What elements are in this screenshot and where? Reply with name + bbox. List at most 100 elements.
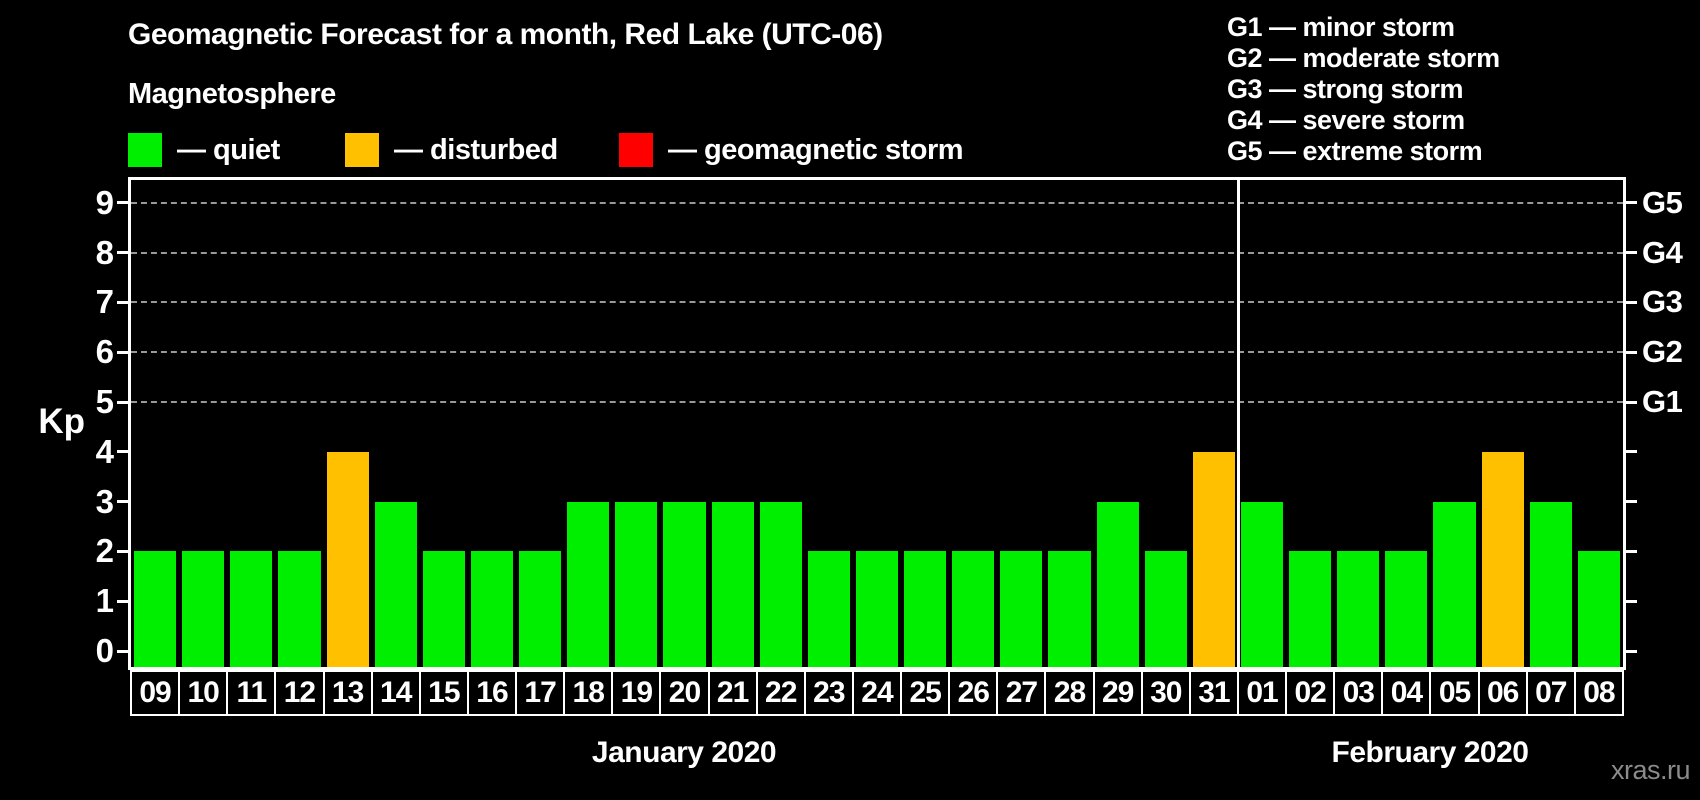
y-axis-tick [117, 500, 128, 504]
y-axis-tick [117, 201, 128, 205]
g-label-g1: G1 [1642, 384, 1683, 419]
kp-bar-11 [230, 551, 273, 667]
page-title: Geomagnetic Forecast for a month, Red La… [128, 18, 883, 51]
g-label-g4: G4 [1642, 234, 1683, 270]
g-label-g2: G2 [1642, 334, 1683, 370]
kp-bar-14 [374, 501, 417, 667]
y-axis-tick [117, 350, 128, 354]
legend-item-disturbed: — disturbed [345, 132, 558, 168]
right-axis-tick [1626, 549, 1637, 553]
kp-bar-20 [663, 501, 706, 667]
kp-bar-13 [326, 451, 369, 667]
g-legend-line: G4 — severe storm [1227, 105, 1465, 135]
y-axis-tick [117, 400, 128, 404]
g-legend-line: G2 — moderate storm [1227, 43, 1500, 73]
day-label-22: 22 [755, 670, 806, 716]
legend-label-storm: — geomagnetic storm [668, 133, 964, 166]
legend-item-quiet: — quiet [128, 132, 280, 168]
y-tick-label: 8 [95, 233, 114, 271]
g-label-g5: G5 [1642, 184, 1683, 220]
legend-item-storm: — geomagnetic storm [619, 132, 964, 168]
day-label-15: 15 [418, 670, 469, 716]
kp-bar-03 [1337, 551, 1380, 667]
y-tick-label: 5 [95, 383, 114, 420]
gridline-g1 [131, 401, 1623, 403]
kp-bar-30 [1144, 551, 1187, 667]
y-axis-tick [117, 599, 128, 603]
right-axis-tick [1626, 201, 1637, 205]
legend-label-quiet: — quiet [177, 133, 280, 166]
kp-bar-12 [278, 551, 321, 667]
day-label-27: 27 [996, 670, 1047, 716]
day-label-12: 12 [274, 670, 325, 716]
kp-bar-25 [904, 551, 947, 667]
y-tick-label: 4 [95, 432, 114, 470]
kp-bar-22 [759, 501, 802, 667]
day-label-23: 23 [803, 670, 854, 716]
disturbed-color-swatch [345, 133, 379, 167]
day-label-29: 29 [1092, 670, 1143, 716]
day-label-09: 09 [130, 670, 181, 716]
day-label-24: 24 [851, 670, 903, 716]
right-axis-tick [1626, 350, 1637, 354]
quiet-color-swatch [128, 133, 162, 167]
day-label-28: 28 [1044, 670, 1095, 716]
day-label-05: 05 [1429, 670, 1480, 716]
magnetosphere-label: Magnetosphere [128, 78, 336, 110]
day-label-19: 19 [611, 670, 662, 716]
g-label-g3: G3 [1642, 284, 1683, 320]
right-axis-tick [1626, 300, 1637, 304]
watermark: xras.ru [1610, 755, 1691, 785]
kp-bar-06 [1481, 451, 1524, 667]
legend-label-disturbed: — disturbed [394, 133, 558, 166]
day-label-07: 07 [1525, 670, 1576, 716]
plot-area [128, 177, 1626, 670]
kp-bar-26 [952, 551, 995, 667]
y-tick-label: 2 [95, 532, 114, 570]
kp-bar-09 [134, 551, 177, 667]
month-label-february: February 2020 [1331, 736, 1529, 769]
day-label-13: 13 [322, 670, 373, 716]
y-tick-label: 6 [95, 333, 114, 371]
day-label-10: 10 [178, 670, 229, 716]
right-axis-tick [1626, 251, 1637, 255]
kp-bar-28 [1048, 551, 1091, 667]
g-legend-line: G3 — strong storm [1227, 74, 1464, 104]
day-label-17: 17 [515, 670, 566, 716]
day-label-03: 03 [1333, 670, 1384, 716]
day-label-16: 16 [466, 670, 518, 716]
kp-bar-05 [1433, 501, 1476, 667]
kp-bar-31 [1192, 451, 1235, 667]
day-label-14: 14 [370, 670, 421, 716]
y-tick-label: 7 [95, 283, 114, 321]
day-label-11: 11 [226, 670, 277, 716]
day-label-30: 30 [1140, 670, 1191, 716]
y-axis-tick [117, 549, 128, 553]
month-label-january: January 2020 [591, 736, 777, 769]
kp-bar-02 [1289, 551, 1332, 667]
y-tick-label: 0 [95, 632, 114, 669]
kp-bar-18 [567, 501, 610, 667]
gridline-g5 [131, 201, 1623, 204]
kp-bar-27 [1000, 551, 1043, 667]
day-label-31: 31 [1188, 670, 1239, 716]
y-axis-tick [117, 450, 128, 454]
day-label-04: 04 [1381, 670, 1432, 716]
kp-bar-10 [182, 551, 225, 667]
right-axis-tick [1626, 599, 1637, 603]
y-axis-title: Kp [38, 402, 85, 441]
kp-bar-15 [422, 551, 465, 667]
right-axis-tick [1626, 500, 1637, 504]
storm-color-swatch [619, 133, 653, 167]
day-label-02: 02 [1285, 670, 1336, 716]
y-tick-label: 3 [95, 482, 114, 520]
day-label-01: 01 [1236, 670, 1288, 716]
kp-bar-23 [807, 551, 850, 667]
gridline-g3 [131, 301, 1623, 304]
y-axis-tick [117, 251, 128, 255]
month-separator-line [1236, 180, 1240, 667]
day-label-26: 26 [948, 670, 999, 716]
right-axis-tick [1626, 649, 1637, 653]
gridline-g2 [131, 351, 1623, 354]
